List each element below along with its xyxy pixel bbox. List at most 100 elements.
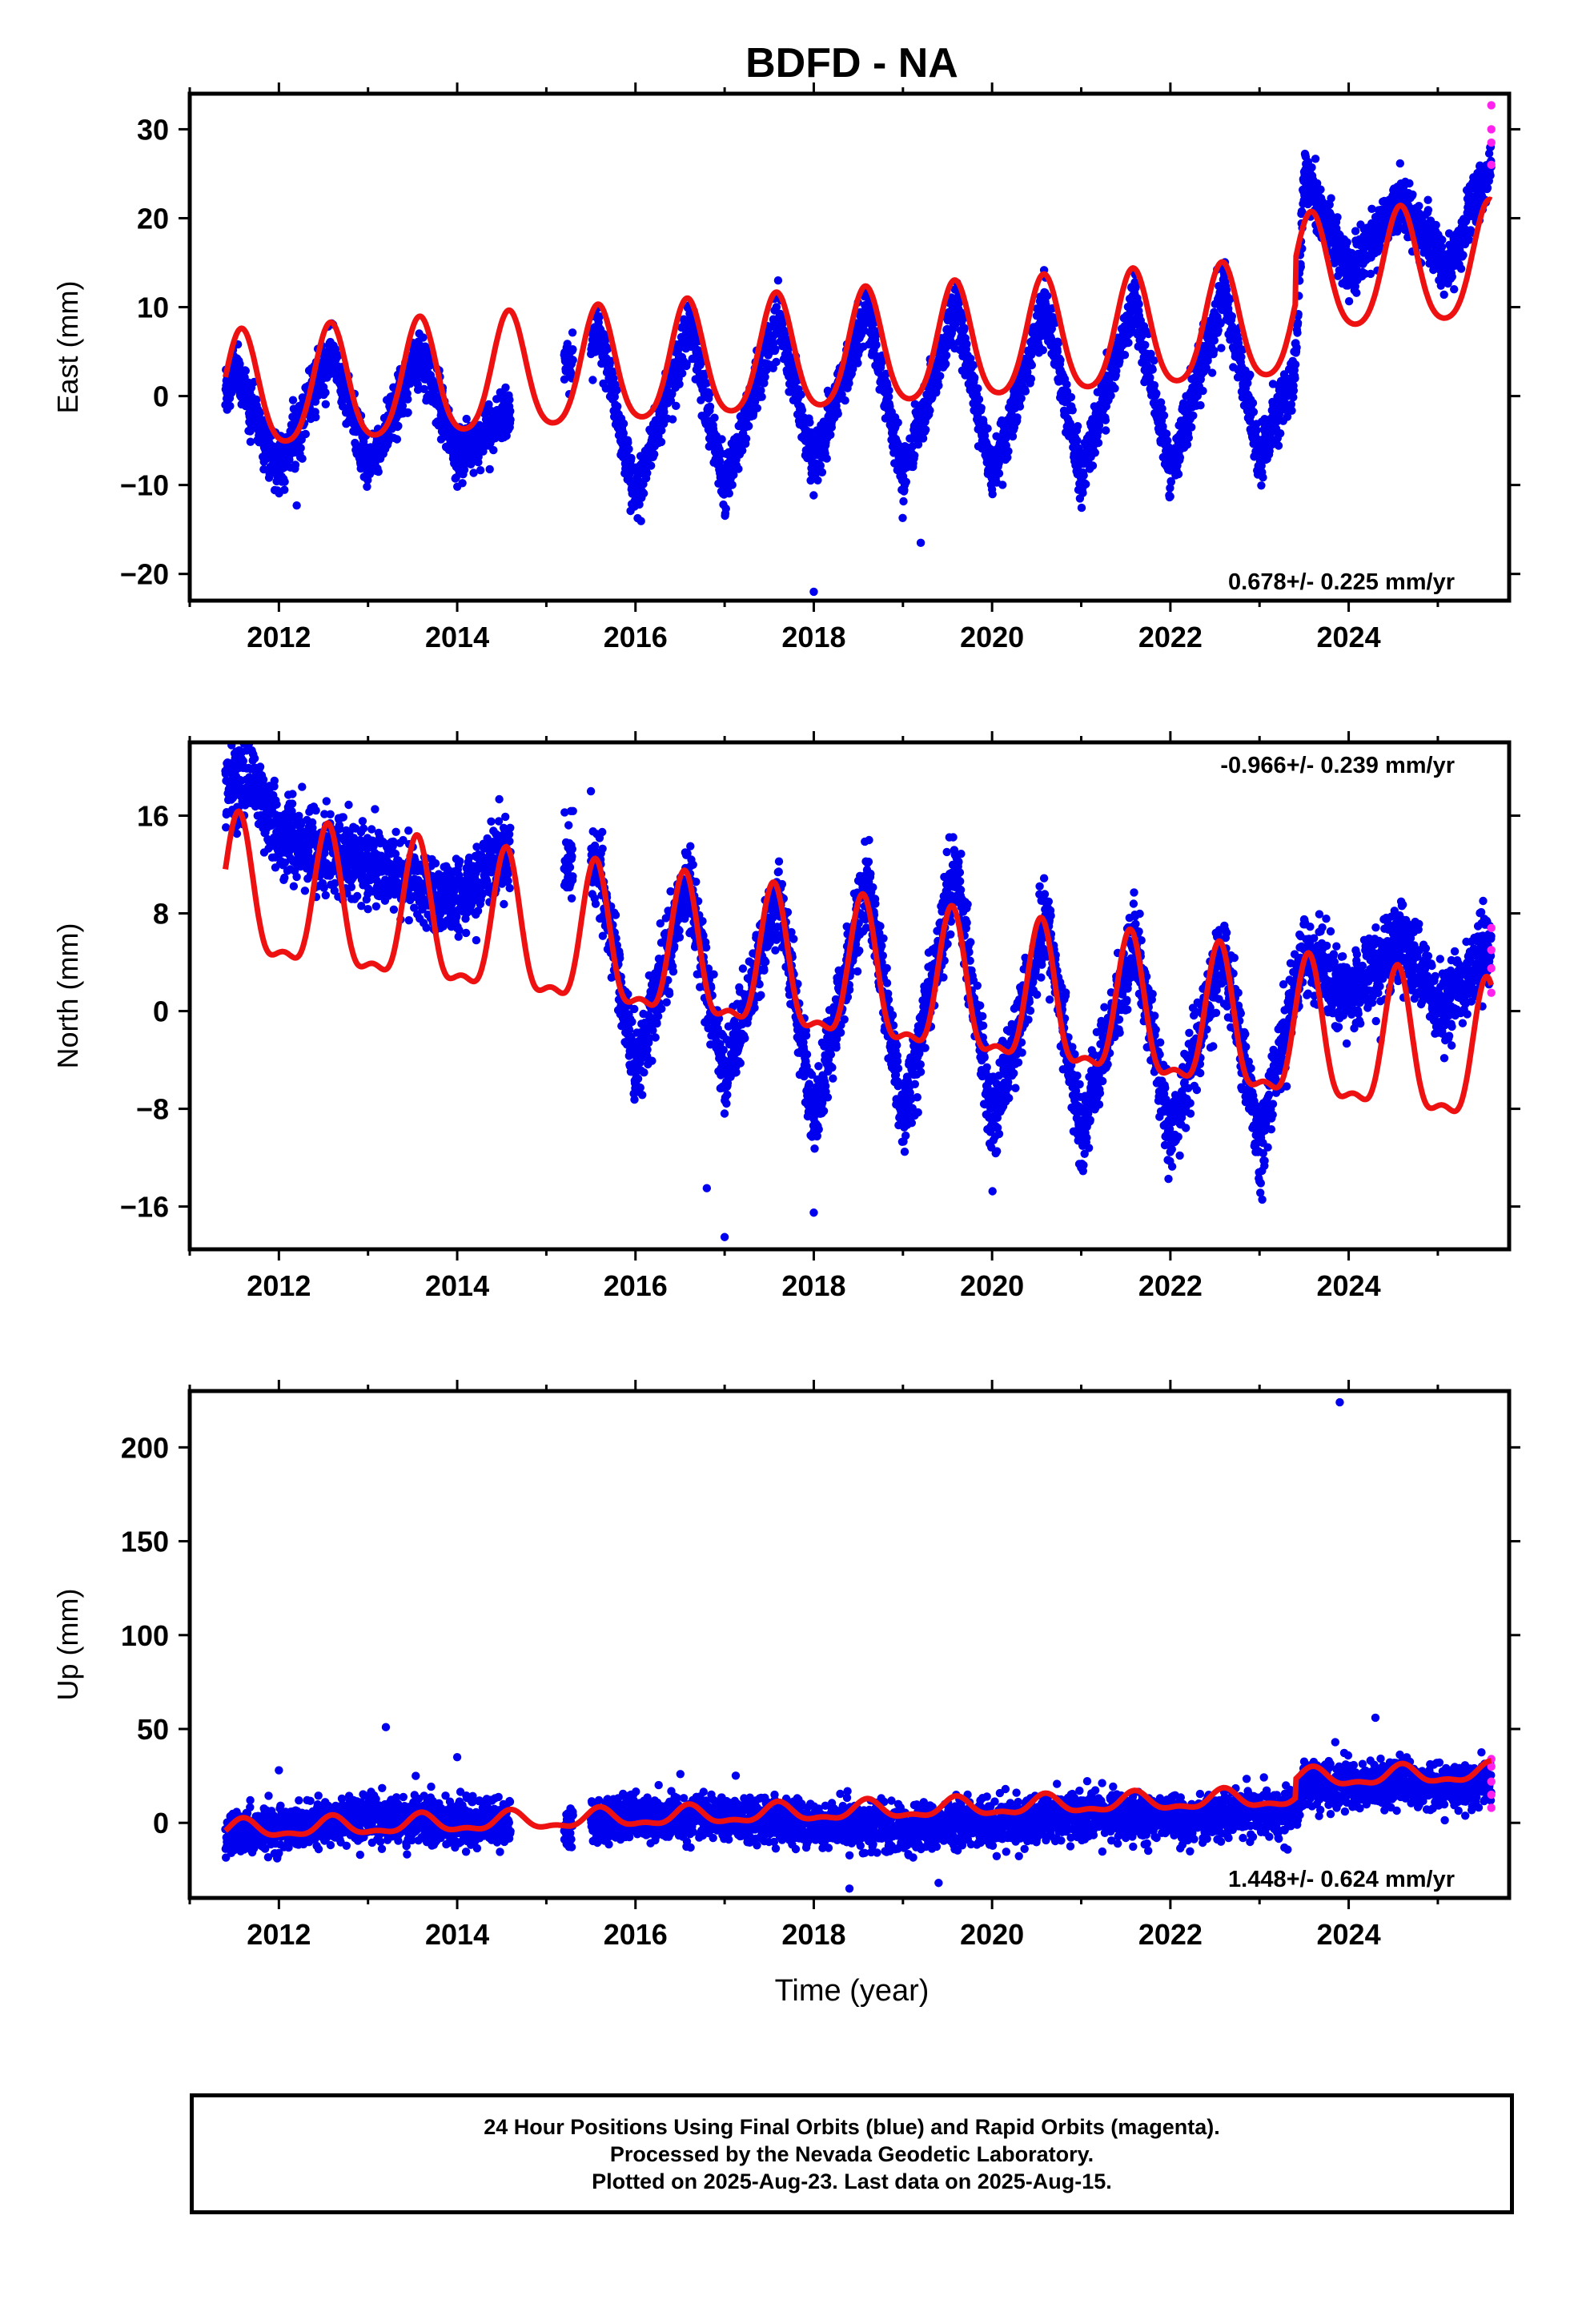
data-point [1088,461,1098,470]
data-point [1292,343,1301,352]
data-point [1101,416,1110,424]
data-point [1237,352,1246,361]
plot-area [221,742,1496,1241]
data-point [624,438,632,447]
outlier-point [809,587,818,597]
data-point [672,401,681,410]
data-point [1423,206,1433,215]
rapid-point [1487,101,1496,110]
data-point [460,465,469,474]
data-point [1150,380,1159,390]
data-point [1068,406,1077,415]
data-point [469,468,478,477]
data-point [394,421,403,431]
data-point [1062,380,1071,389]
data-point [1156,398,1166,407]
data-point [1447,272,1457,281]
data-point [988,489,997,499]
east-panel: 2012 2014 2016 2018 2020 2022 2024−20−10010203… [51,82,1520,653]
data-point [1090,448,1100,457]
data-point [918,434,928,443]
final-orbit-points [221,742,1496,1241]
outlier-point [916,538,926,548]
data-point [619,419,628,428]
data-point [678,369,687,378]
data-point [392,435,402,444]
data-point [827,423,837,432]
data-point [1120,351,1130,360]
data-point [926,406,934,415]
data-point [1047,324,1057,333]
data-point [1246,370,1255,380]
data-point [404,408,412,417]
data-point [1486,171,1495,180]
data-point [962,340,971,348]
final-orbit-points [221,143,1496,597]
data-point [817,468,827,476]
data-point [960,324,969,332]
rate-label: 0.678+/- 0.225 mm/yr [1228,569,1455,595]
data-point [822,454,831,463]
data-point [974,395,984,404]
data-point [1217,344,1226,352]
data-point [1450,285,1459,294]
data-point [1003,453,1012,462]
data-point [280,477,289,486]
data-point [484,400,493,409]
data-point [1276,429,1285,438]
data-point [288,396,298,404]
data-point [1152,389,1161,398]
data-point [841,396,849,405]
data-point [1307,163,1316,172]
data-point [769,364,777,372]
data-point [898,513,907,522]
data-point [1227,312,1237,321]
data-point [675,380,684,388]
data-point [311,412,320,422]
data-point [1311,155,1320,163]
data-point [1132,281,1141,290]
data-point [910,451,919,460]
outlier-point [773,276,783,285]
data-point [1124,338,1133,348]
data-point [612,385,621,394]
data-point [1102,426,1110,435]
data-point [1166,484,1174,493]
x-tick-label: 2022 [1138,621,1203,653]
data-point [1202,364,1211,372]
data-point [1146,349,1155,359]
data-point [1431,220,1440,230]
data-point [506,415,515,424]
data-point [1293,328,1302,337]
data-point [235,360,244,368]
data-point [280,485,289,494]
north-panel: 2012 2014 2016 2018 2020 2022 2024−16−80816Nor… [51,731,1520,1302]
data-point [1222,285,1231,295]
data-point [1184,433,1194,442]
data-point [913,440,923,449]
data-point [1291,374,1299,383]
data-point [1249,408,1259,416]
data-point [885,386,893,395]
rapid-point [1487,138,1496,147]
data-point [568,345,577,354]
data-point [1158,404,1166,413]
data-point [797,406,807,415]
data-point [970,373,979,382]
data-point [813,476,822,485]
data-point [899,497,908,506]
data-point [1344,297,1354,306]
data-point [741,434,751,443]
data-point [772,303,781,312]
data-point [1077,503,1086,513]
data-point [1395,159,1405,168]
data-point [974,384,982,393]
data-point [1405,179,1414,188]
data-point [506,407,515,416]
data-point [1439,290,1448,300]
data-point [1248,399,1258,408]
data-point [729,470,738,480]
data-point [966,354,975,363]
data-point [1106,391,1115,400]
